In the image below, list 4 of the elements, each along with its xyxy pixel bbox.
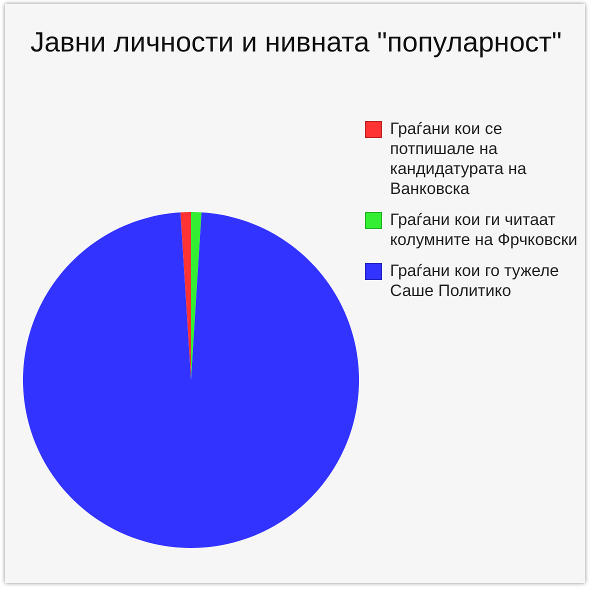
chart-title: Јавни личности и нивната "популарност" <box>30 26 562 58</box>
legend-label: Граѓани кои ги читаат колумните на Фрчковски <box>390 210 578 250</box>
legend-label: Граѓани кои го тужеле Саше Политико <box>390 261 560 301</box>
legend-label: Граѓани кои се потпишале на кандидатурата на Ванковска <box>390 119 528 199</box>
